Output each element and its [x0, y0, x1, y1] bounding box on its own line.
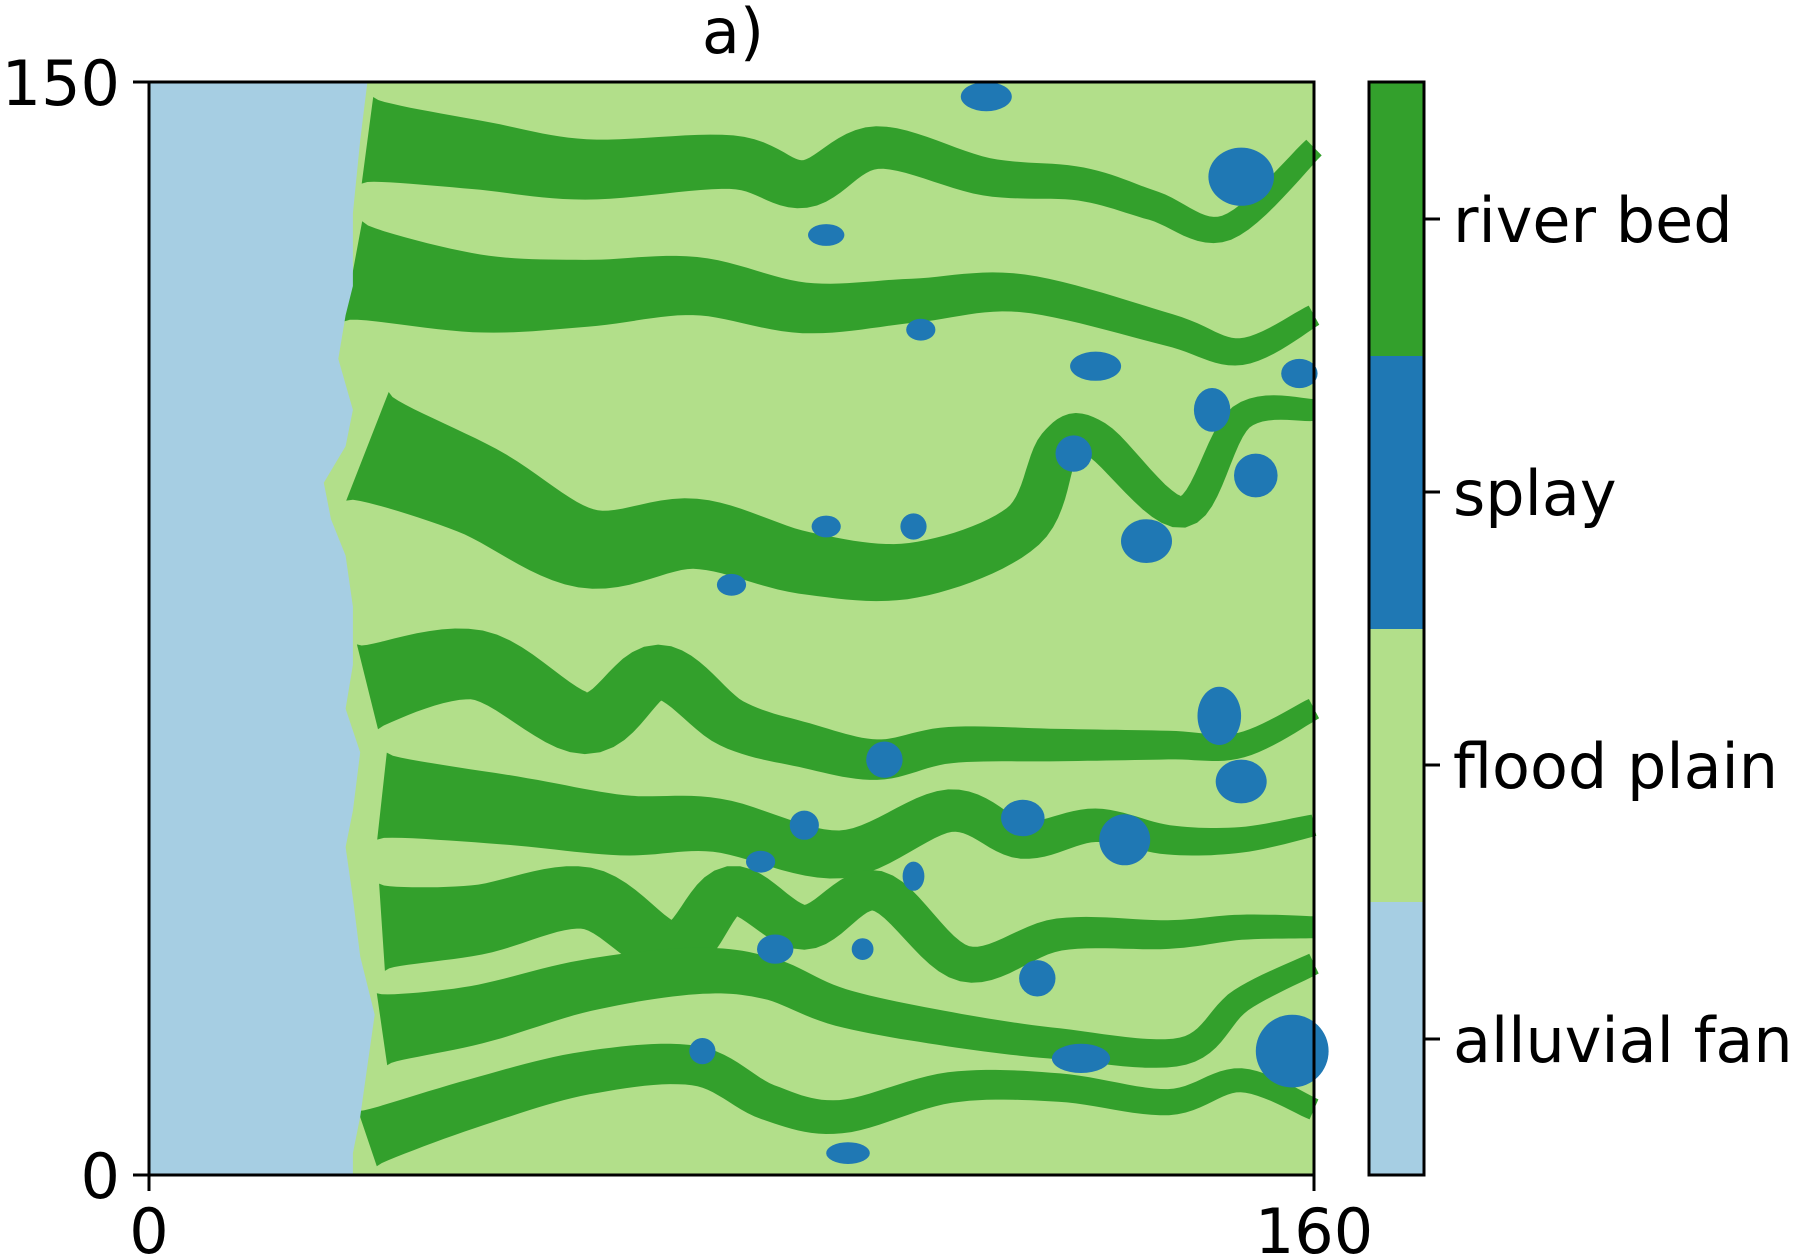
splay-18	[789, 810, 819, 840]
river-channel-1	[361, 97, 1322, 244]
splay-20	[746, 850, 776, 873]
river-channel-4	[356, 628, 1320, 780]
y-tick-label-150: 150	[2, 47, 120, 120]
splay-3	[1208, 147, 1274, 206]
splay-8	[1055, 435, 1092, 472]
splay-9	[1234, 453, 1278, 498]
colorbar-swatch-splay	[1369, 356, 1424, 629]
plot-frame	[147, 80, 1316, 1177]
splay-22	[757, 934, 794, 964]
y-tick-label-0: 0	[81, 1140, 120, 1213]
colorbar-swatch-flood-plain	[1369, 629, 1424, 902]
splay-11	[811, 515, 841, 538]
splay-2	[808, 224, 845, 246]
splay-15	[866, 741, 903, 778]
colorbar-swatch-river-bed	[1369, 82, 1424, 356]
river-channel-8	[358, 1043, 1319, 1167]
x-axis: 0 160	[129, 1175, 1373, 1257]
splay-26	[1051, 1043, 1111, 1073]
splay-1	[960, 82, 1012, 112]
splay-13	[716, 573, 747, 596]
alluvial-fan-region	[149, 82, 375, 1175]
splay-23	[851, 938, 874, 960]
chart-title: a)	[702, 0, 764, 68]
plot-area	[147, 80, 1329, 1177]
colorbar-label-flood-plain: flood plain	[1453, 730, 1778, 803]
splay-27	[689, 1038, 716, 1065]
splay-21	[902, 861, 925, 891]
colorbar-label-alluvial-fan: alluvial fan	[1453, 1004, 1793, 1077]
river-channel-2	[343, 221, 1320, 366]
x-tick-label-0: 0	[129, 1195, 168, 1257]
colorbar-label-splay: splay	[1453, 457, 1617, 530]
colorbar-swatch-alluvial-fan	[1369, 902, 1424, 1175]
river-channel-7	[376, 947, 1319, 1068]
colorbar-frame	[1367, 80, 1426, 1177]
river-channel-5	[377, 752, 1317, 879]
x-tick-label-160: 160	[1255, 1195, 1373, 1257]
river-channel-6	[379, 866, 1315, 983]
y-axis: 150 0	[2, 47, 149, 1213]
splay-deposits	[689, 82, 1329, 1164]
splay-28	[826, 1142, 870, 1164]
splay-10	[1121, 519, 1172, 563]
splay-7	[1193, 388, 1231, 432]
splay-17	[1001, 799, 1045, 837]
splay-25	[1255, 1014, 1329, 1088]
splay-19	[1099, 814, 1151, 866]
splay-16	[1215, 759, 1267, 804]
splay-24	[1019, 960, 1056, 997]
splay-5	[1070, 351, 1122, 381]
colorbar: river bed splay flood plain alluvial fan	[1367, 80, 1793, 1177]
colorbar-label-river-bed: river bed	[1453, 184, 1733, 257]
splay-4	[906, 318, 936, 341]
splay-12	[900, 513, 927, 540]
splay-6	[1281, 358, 1318, 389]
splay-14	[1197, 686, 1242, 746]
